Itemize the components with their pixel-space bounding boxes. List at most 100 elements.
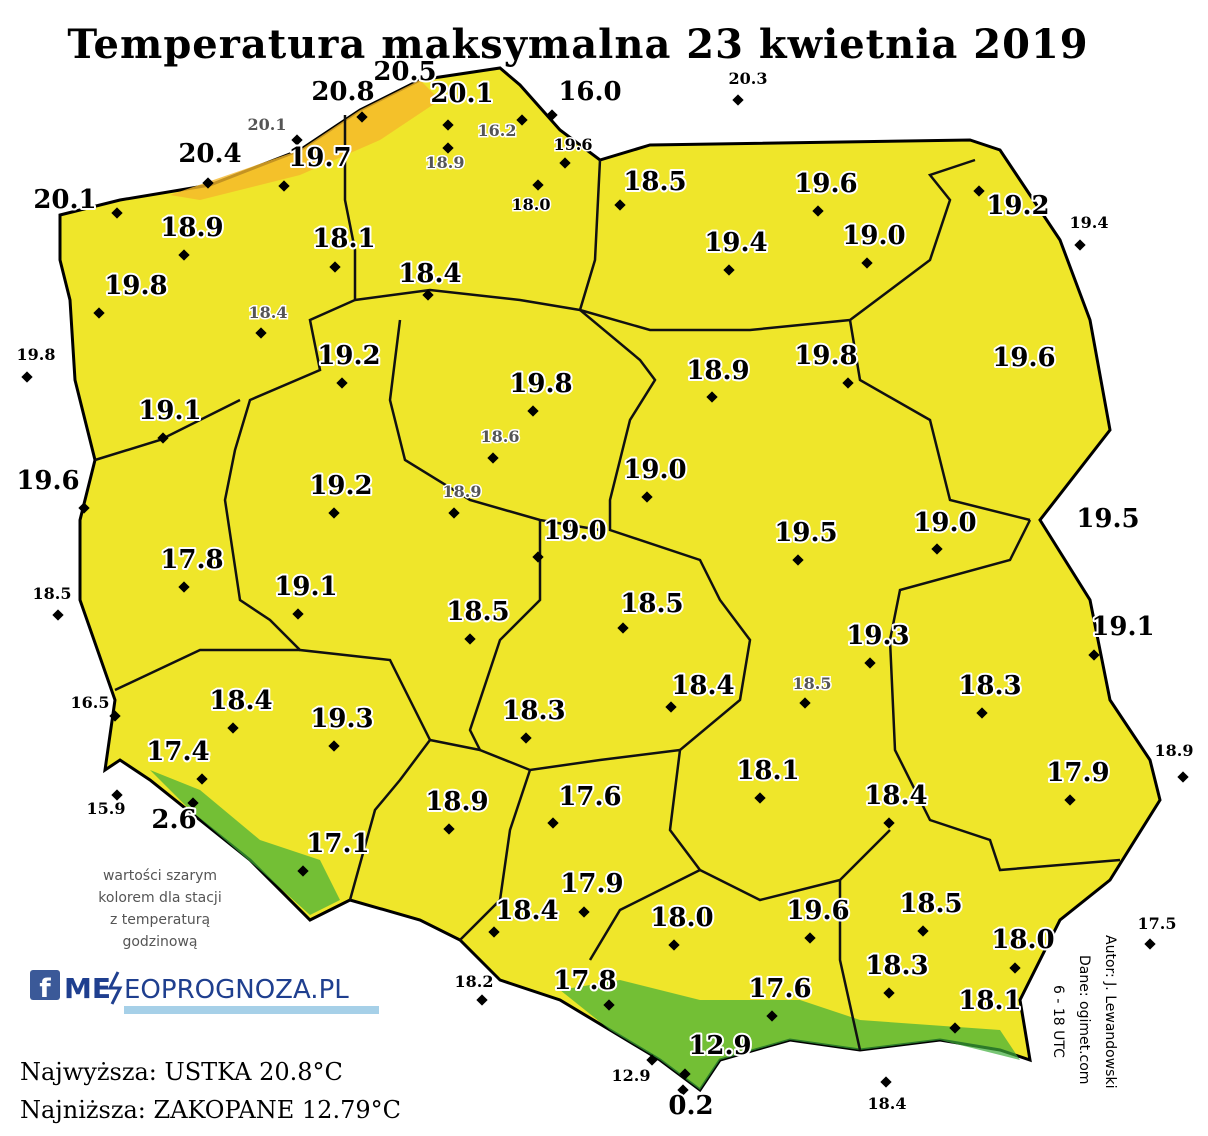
station-marker	[864, 657, 876, 669]
station-marker	[1088, 649, 1100, 661]
logo-strip	[124, 1006, 379, 1014]
station-marker	[292, 608, 304, 620]
station-marker	[278, 180, 290, 192]
logo-left: ME	[64, 972, 111, 1005]
station-value: 18.3	[958, 671, 1021, 701]
footer-min: Najniższa: ZAKOPANE 12.79°C	[20, 1096, 401, 1124]
station-value: 19.6	[786, 896, 849, 926]
station-marker	[792, 554, 804, 566]
station-marker	[178, 581, 190, 593]
station-value: 20.1	[248, 115, 287, 134]
station-marker	[487, 452, 499, 464]
station-marker	[804, 932, 816, 944]
station-marker	[917, 925, 929, 937]
mountains-sudety	[150, 770, 340, 915]
station-value: 15.9	[87, 799, 126, 818]
station-value: 18.2	[455, 972, 494, 991]
station-marker	[52, 609, 64, 621]
station-marker	[157, 432, 169, 444]
station-value: 18.4	[249, 303, 288, 322]
station-value: 19.2	[309, 471, 372, 501]
station-value: 18.9	[1155, 741, 1194, 760]
station-value: 19.6	[794, 169, 857, 199]
station-value: 17.9	[1046, 758, 1109, 788]
station-marker	[883, 817, 895, 829]
station-value: 19.1	[274, 572, 337, 602]
station-value: 0.2	[668, 1091, 713, 1121]
station-marker	[328, 507, 340, 519]
station-marker	[476, 994, 488, 1006]
station-value: 17.4	[146, 737, 209, 767]
station-value: 18.0	[991, 925, 1054, 955]
station-marker	[614, 199, 626, 211]
station-value: 17.9	[560, 869, 623, 899]
station-marker	[706, 391, 718, 403]
station-marker	[178, 249, 190, 261]
station-value: 18.4	[864, 781, 927, 811]
station-value: 19.8	[104, 271, 167, 301]
station-marker	[931, 543, 943, 555]
station-marker	[1074, 239, 1086, 251]
station-marker	[559, 157, 571, 169]
station-value: 20.5	[373, 57, 436, 87]
footer-max: Najwyższa: USTKA 20.8°C	[20, 1058, 343, 1086]
station-marker	[202, 177, 214, 189]
station-value: 18.9	[686, 356, 749, 386]
station-value: 19.0	[623, 455, 686, 485]
station-value: 19.6	[16, 466, 79, 496]
station-value: 18.4	[209, 686, 272, 716]
station-value: 19.5	[1076, 504, 1139, 534]
station-value: 18.4	[671, 671, 734, 701]
station-marker	[949, 1022, 961, 1034]
mountains-karpaty	[560, 980, 1020, 1090]
station-value: 2.6	[151, 805, 196, 835]
station-marker	[617, 622, 629, 634]
credit: Dane: ogimet.com	[1076, 955, 1092, 1084]
station-value: 19.8	[794, 341, 857, 371]
station-marker	[880, 1076, 892, 1088]
station-value: 18.9	[426, 153, 465, 172]
station-marker	[442, 142, 454, 154]
station-value: 20.4	[178, 139, 241, 169]
stations: 20.820.520.1 16.0 20.320.1 16.219.618.920.4…	[14, 55, 1195, 1123]
station-value: 20.3	[729, 69, 768, 88]
logo-icon: f	[39, 974, 51, 1004]
station-marker	[336, 377, 348, 389]
station-marker	[328, 740, 340, 752]
note: wartości szarym kolorem dla stacji z tem…	[98, 868, 221, 950]
station-marker	[842, 377, 854, 389]
station-value: 18.6	[481, 427, 520, 446]
station-value: 19.0	[543, 516, 606, 546]
station-value: 19.8	[17, 345, 56, 364]
station-value: 17.6	[558, 782, 621, 812]
station-marker	[1177, 771, 1189, 783]
station-value: 19.4	[1070, 213, 1109, 232]
station-value: 19.6	[554, 135, 593, 154]
station-value: 19.2	[317, 341, 380, 371]
station-value: 19.7	[288, 143, 351, 173]
logo-right: EOPROGNOZA.PL	[124, 975, 349, 1005]
note-line: wartości szarym	[103, 868, 217, 884]
station-value: 18.5	[623, 167, 686, 197]
station-value: 12.9	[688, 1031, 751, 1061]
station-value: 20.1	[33, 185, 96, 215]
credit: Autor: J. Lewandowski	[1102, 935, 1118, 1088]
station-marker	[883, 987, 895, 999]
station-value: 18.1	[736, 756, 799, 786]
station-marker	[329, 261, 341, 273]
station-marker	[21, 371, 33, 383]
station-marker	[291, 134, 303, 146]
station-value: 18.9	[443, 482, 482, 501]
station-value: 19.6	[992, 343, 1055, 373]
station-value: 18.5	[899, 889, 962, 919]
station-value: 16.2	[478, 121, 517, 140]
station-value: 18.9	[160, 213, 223, 243]
station-value: 18.3	[502, 696, 565, 726]
station-marker	[578, 906, 590, 918]
station-marker	[227, 722, 239, 734]
station-value: 12.9	[612, 1066, 651, 1085]
station-marker	[723, 264, 735, 276]
station-value: 20.1	[430, 79, 493, 109]
station-marker	[488, 926, 500, 938]
